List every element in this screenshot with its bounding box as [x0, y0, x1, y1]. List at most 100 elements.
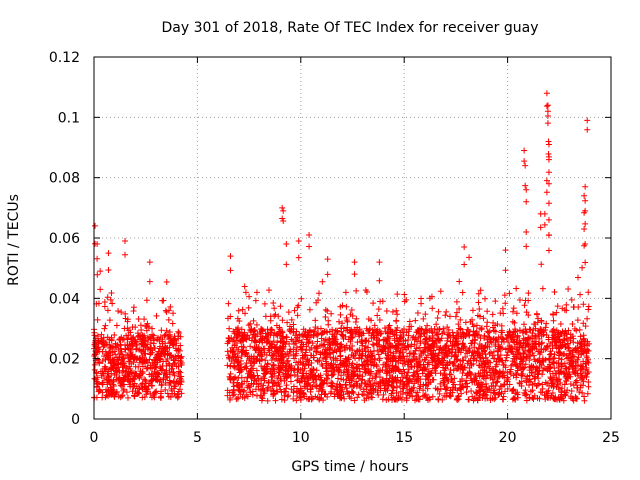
- data-point: [489, 365, 496, 372]
- data-point: [492, 298, 499, 305]
- data-point: [117, 382, 124, 389]
- data-point: [557, 321, 564, 328]
- data-point: [159, 362, 166, 369]
- data-point: [551, 289, 558, 296]
- data-point: [245, 382, 252, 389]
- data-point: [94, 333, 101, 340]
- data-point: [97, 387, 104, 394]
- data-point: [127, 365, 134, 372]
- data-point: [401, 291, 408, 298]
- data-point: [568, 387, 575, 394]
- data-point: [501, 381, 508, 388]
- data-point: [150, 334, 157, 341]
- data-point: [122, 238, 129, 245]
- data-point: [145, 383, 152, 390]
- data-point: [131, 383, 138, 390]
- data-point: [93, 384, 100, 391]
- data-point: [125, 354, 132, 361]
- data-point: [170, 342, 177, 349]
- data-point: [542, 324, 549, 331]
- data-point: [544, 102, 551, 109]
- data-point: [130, 307, 137, 314]
- data-point: [429, 305, 436, 312]
- data-point: [261, 375, 268, 382]
- data-point: [245, 322, 252, 329]
- data-point: [168, 337, 175, 344]
- data-point: [522, 182, 529, 189]
- x-tick-label: 5: [193, 430, 202, 446]
- data-point: [334, 375, 341, 382]
- data-point: [489, 311, 496, 318]
- data-point: [175, 357, 182, 364]
- data-point: [444, 324, 451, 331]
- data-point: [369, 341, 376, 348]
- data-point: [584, 390, 591, 397]
- data-point: [483, 323, 490, 330]
- data-point: [532, 320, 539, 327]
- data-point: [414, 310, 421, 317]
- data-point: [159, 297, 166, 304]
- data-point: [94, 374, 101, 381]
- data-point: [264, 360, 271, 367]
- data-point: [461, 244, 468, 251]
- data-point: [95, 338, 102, 345]
- data-point: [502, 300, 509, 307]
- data-point: [226, 373, 233, 380]
- data-point: [162, 345, 169, 352]
- data-point: [344, 388, 351, 395]
- data-point: [453, 298, 460, 305]
- data-point: [513, 310, 520, 317]
- data-point: [168, 365, 175, 372]
- data-point: [163, 309, 170, 316]
- data-point: [147, 390, 154, 397]
- data-point: [151, 394, 158, 401]
- data-point: [279, 317, 286, 324]
- data-point: [115, 359, 122, 366]
- data-point: [159, 338, 166, 345]
- data-point: [166, 382, 173, 389]
- data-point: [324, 256, 331, 263]
- data-point: [284, 357, 291, 364]
- data-point: [273, 322, 280, 329]
- data-point: [283, 334, 290, 341]
- data-point: [116, 336, 123, 343]
- data-point: [126, 381, 133, 388]
- data-point: [517, 353, 524, 360]
- data-point: [146, 356, 153, 363]
- data-point: [406, 318, 413, 325]
- data-point: [583, 374, 590, 381]
- data-point: [442, 386, 449, 393]
- data-point: [526, 382, 532, 389]
- data-point: [107, 296, 114, 303]
- data-point: [153, 312, 160, 319]
- data-point: [466, 254, 473, 261]
- data-point: [160, 375, 167, 382]
- data-point: [354, 394, 361, 401]
- data-point: [585, 306, 592, 313]
- data-point: [469, 316, 476, 323]
- data-point: [123, 351, 130, 358]
- data-point: [287, 328, 294, 335]
- data-point: [394, 291, 401, 298]
- data-point: [113, 354, 120, 361]
- data-point: [143, 365, 150, 372]
- data-point: [529, 381, 536, 388]
- data-point: [520, 351, 527, 358]
- data-point: [399, 374, 406, 381]
- data-point: [322, 313, 329, 320]
- data-point: [420, 387, 427, 394]
- data-point: [470, 397, 477, 404]
- data-point: [144, 322, 151, 329]
- data-point: [545, 169, 552, 176]
- data-point: [455, 321, 462, 328]
- data-point: [581, 192, 588, 199]
- data-point: [550, 326, 557, 333]
- data-point: [462, 319, 469, 326]
- data-point: [314, 338, 321, 345]
- data-point: [433, 364, 440, 371]
- data-point: [437, 288, 444, 295]
- data-point: [416, 344, 423, 351]
- data-point: [447, 371, 454, 378]
- data-point: [172, 336, 179, 343]
- data-point: [243, 350, 250, 357]
